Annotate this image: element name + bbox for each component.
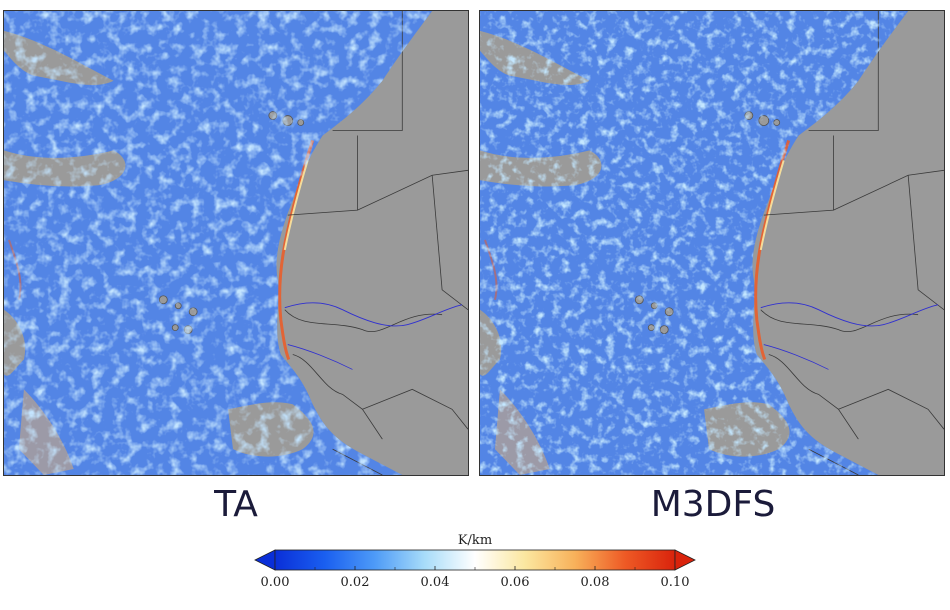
colorbar-tick-label: 0.06 [501,575,530,590]
panel-label-m3dfs: M3DFS [650,484,776,525]
colorbar-extend-max [674,549,696,571]
map-image-ta [4,11,468,475]
panel-label-ta: TA [214,484,258,525]
colorbar-tick-label: 0.10 [661,575,690,590]
colorbar-tick-label: 0.02 [341,575,370,590]
map-image-m3dfs [480,11,944,475]
map-panel-m3dfs [479,10,945,476]
colorbar-tick-label: 0.00 [261,575,290,590]
colorbar-svg: K/km 0.00 0.02 0.04 0.06 0.08 0.10 [254,533,696,590]
map-panel-ta [3,10,469,476]
colorbar-unit: K/km [458,533,492,548]
colorbar-tick-label: 0.08 [581,575,610,590]
colorbar-extend-min [254,549,276,571]
colorbar: K/km 0.00 0.02 0.04 0.06 0.08 0.10 [0,530,950,610]
colorbar-tick-label: 0.04 [421,575,450,590]
